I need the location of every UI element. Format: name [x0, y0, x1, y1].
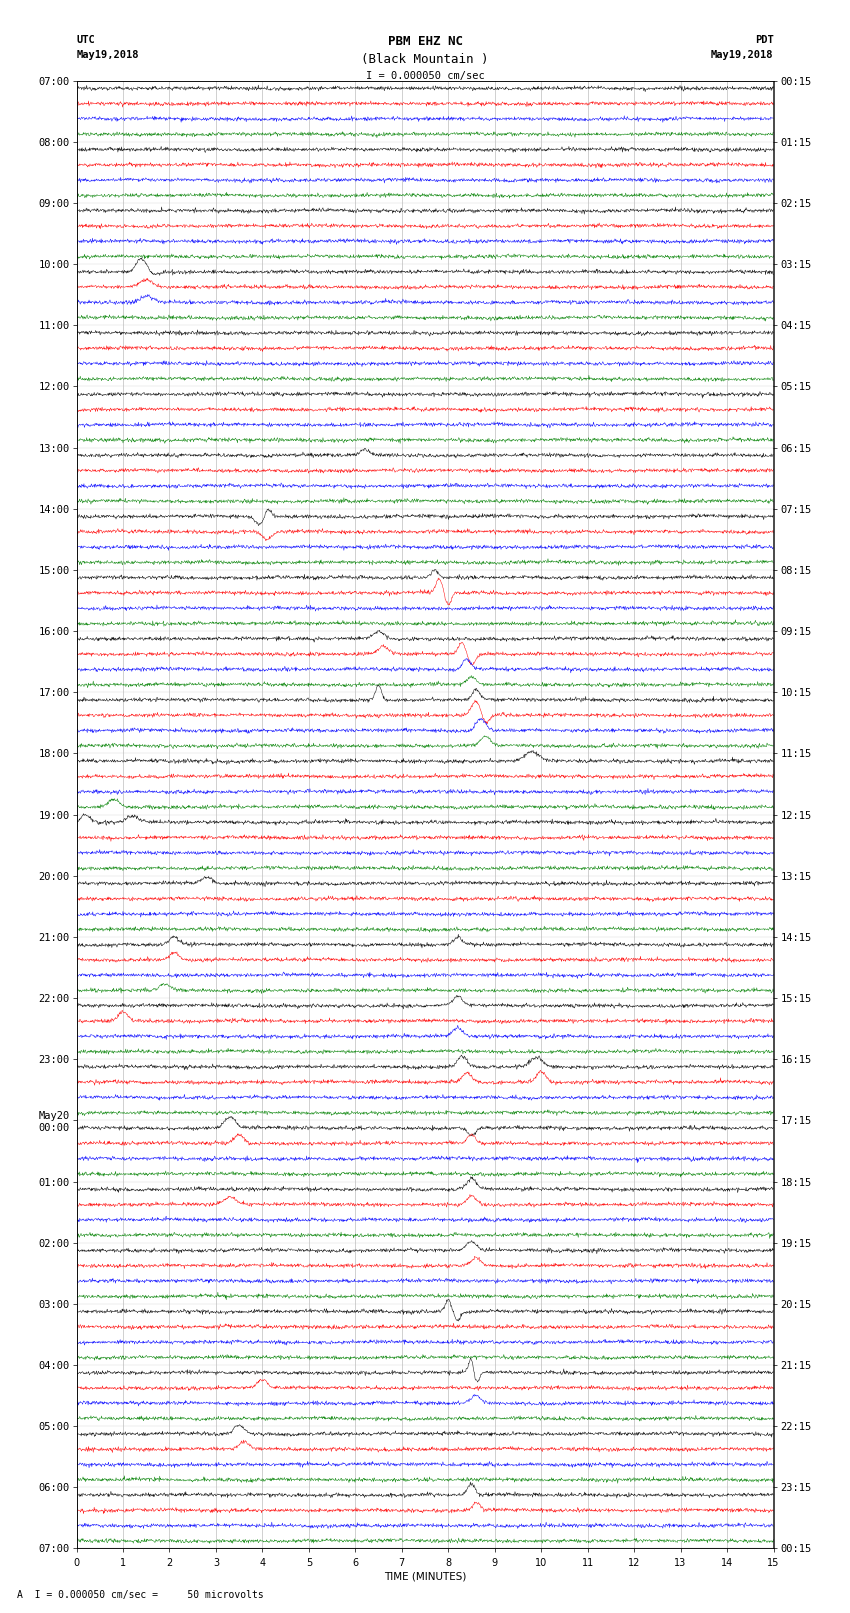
- Text: May19,2018: May19,2018: [76, 50, 139, 60]
- Text: UTC: UTC: [76, 35, 95, 45]
- Text: A  I = 0.000050 cm/sec =     50 microvolts: A I = 0.000050 cm/sec = 50 microvolts: [17, 1590, 264, 1600]
- X-axis label: TIME (MINUTES): TIME (MINUTES): [384, 1571, 466, 1582]
- Text: I = 0.000050 cm/sec: I = 0.000050 cm/sec: [366, 71, 484, 81]
- Text: May19,2018: May19,2018: [711, 50, 774, 60]
- Text: PBM EHZ NC: PBM EHZ NC: [388, 35, 462, 48]
- Text: PDT: PDT: [755, 35, 774, 45]
- Text: (Black Mountain ): (Black Mountain ): [361, 53, 489, 66]
